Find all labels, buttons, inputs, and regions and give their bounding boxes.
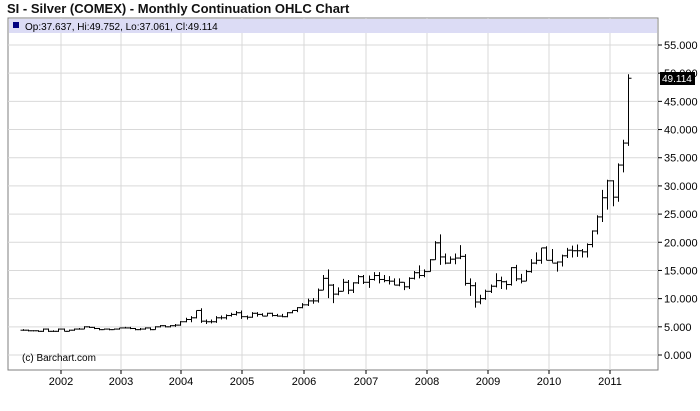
ohlc-bar (543, 246, 550, 261)
last-price-box (660, 72, 695, 85)
x-tick-label: 2002 (49, 376, 73, 388)
y-tick-label: 35.000 (664, 153, 698, 165)
price-bars (20, 74, 632, 332)
ohlc-bar (360, 274, 367, 284)
ohlc-bar (177, 321, 184, 326)
ohlc-bar (482, 289, 489, 300)
chart-title: SI - Silver (COMEX) - Monthly Continuati… (7, 1, 350, 16)
info-marker-icon (13, 22, 19, 28)
x-tick-label: 2009 (476, 376, 500, 388)
ohlc-bar (604, 179, 611, 210)
ohlc-bar (55, 328, 62, 332)
y-tick-label: 20.000 (664, 237, 698, 249)
x-tick-label: 2003 (109, 376, 133, 388)
x-axis: 2002 2003 2004 2005 2006 2007 2008 2009 2010 2011 (49, 370, 622, 388)
ohlc-bar (299, 303, 306, 309)
plot-frame (7, 17, 659, 371)
ohlc-bar (625, 74, 632, 146)
ohlc-bar (116, 327, 123, 330)
copyright-label: (c) Barchart.com (22, 353, 96, 364)
y-tick-label: 15.000 (664, 265, 698, 277)
x-tick-label: 2005 (230, 376, 254, 388)
y-axis: 0.000 5.000 10.000 15.000 20.000 25.000 30.000… (658, 40, 698, 362)
y-tick-label: 45.000 (664, 96, 698, 108)
last-price-label: 49.114 (662, 74, 692, 85)
x-tick-label: 2007 (354, 376, 378, 388)
y-tick-label: 40.000 (664, 125, 698, 137)
y-tick-label: 55.000 (664, 40, 698, 52)
ohlc-info-label: Op:37.637, Hi:49.752, Lo:37.061, Cl:49.1… (25, 22, 218, 33)
info-bar (9, 19, 657, 33)
y-tick-label: 0.000 (664, 350, 692, 362)
x-tick-label: 2004 (169, 376, 193, 388)
x-tick-label: 2010 (537, 376, 561, 388)
y-tick-label: 30.000 (664, 181, 698, 193)
x-tick-label: 2006 (292, 376, 316, 388)
ohlc-bar (238, 310, 245, 319)
y-tick-label: 5.000 (664, 322, 692, 334)
ohlc-bar (421, 269, 428, 278)
y-tick-label: 10.000 (664, 294, 698, 306)
x-tick-label: 2008 (415, 376, 439, 388)
y-tick-label: 25.000 (664, 209, 698, 221)
x-tick-label: 2011 (598, 376, 622, 388)
